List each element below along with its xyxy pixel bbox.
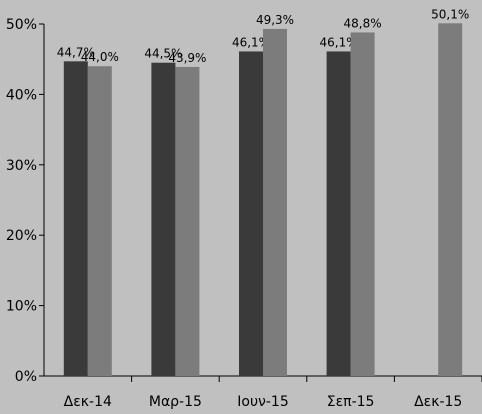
bar [438, 23, 463, 377]
y-tick-label: 50% [6, 17, 37, 33]
bar [63, 61, 88, 376]
bar [239, 51, 263, 377]
data-label: 44,7% [57, 45, 95, 59]
data-label: 44,5% [144, 47, 182, 61]
data-label: 44,0% [81, 50, 119, 64]
y-tick-label: 0% [15, 369, 37, 385]
data-label: 43,9% [168, 51, 206, 65]
bar [151, 62, 176, 376]
data-label: 49,3% [256, 13, 294, 27]
data-label: 46,1% [232, 35, 270, 49]
bar [87, 66, 112, 377]
data-label: 48,8% [344, 16, 382, 30]
y-tick-label: 30% [6, 158, 37, 174]
bar [263, 28, 287, 376]
y-tick-label: 20% [6, 228, 37, 244]
x-tick-label: Μαρ-15 [149, 394, 202, 410]
data-label: 50,1% [431, 7, 469, 21]
y-tick-label: 10% [6, 299, 37, 315]
data-label: 46,1% [320, 35, 358, 49]
x-tick-label: Ιουν-15 [237, 394, 288, 410]
x-tick-label: Δεκ-15 [414, 394, 462, 410]
x-tick-label: Δεκ-14 [64, 394, 112, 410]
bar [326, 51, 351, 377]
bar [350, 32, 375, 376]
bar [175, 66, 200, 376]
y-tick-label: 40% [6, 87, 37, 103]
x-tick-label: Σεπ-15 [327, 394, 375, 410]
